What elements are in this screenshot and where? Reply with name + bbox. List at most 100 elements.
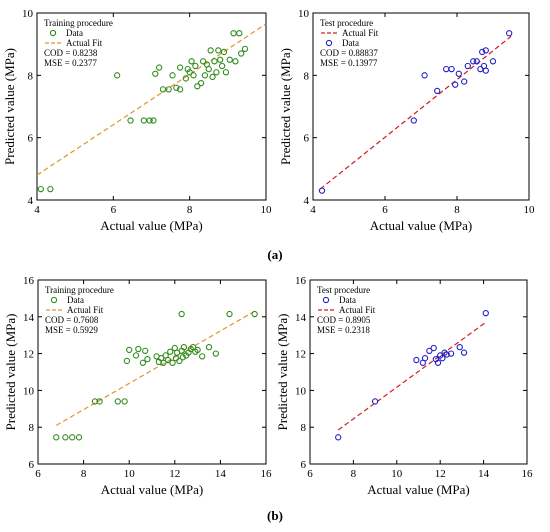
data-point xyxy=(410,117,417,124)
legend-data-swatch xyxy=(50,296,58,304)
data-point xyxy=(173,84,180,91)
cod-annotation: COD = 0.7608 xyxy=(45,315,99,325)
y-tick-label: 14 xyxy=(23,312,35,324)
data-point xyxy=(452,81,459,88)
data-point xyxy=(135,345,142,353)
mse-annotation: MSE = 0.2318 xyxy=(317,325,370,335)
data-point xyxy=(152,70,159,77)
x-tick-label: 14 xyxy=(478,468,490,480)
y-tick-label: 6 xyxy=(29,459,35,471)
y-tick-label: 6 xyxy=(28,133,34,145)
data-point xyxy=(53,434,60,441)
data-point xyxy=(482,67,489,74)
y-axis-label: Predicted value (MPa) xyxy=(3,314,18,431)
data-point xyxy=(199,58,207,65)
x-tick-label: 12 xyxy=(435,468,446,480)
data-point xyxy=(207,47,214,54)
data-point xyxy=(489,58,497,65)
data-point xyxy=(150,117,157,124)
data-point xyxy=(236,30,243,37)
y-tick-label: 12 xyxy=(295,349,306,361)
data-point xyxy=(176,86,184,93)
data-point xyxy=(194,83,201,90)
data-point xyxy=(205,65,212,73)
x-tick-label: 8 xyxy=(454,204,460,216)
data-point xyxy=(470,58,477,65)
data-point xyxy=(460,349,468,356)
x-tick-label: 16 xyxy=(261,468,273,480)
legend-data-label: Data xyxy=(339,295,356,305)
mse-annotation: MSE = 0.5929 xyxy=(45,325,98,335)
legend-fit-label: Actual Fit xyxy=(339,305,376,315)
data-point xyxy=(335,434,342,441)
data-point xyxy=(455,70,462,77)
data-point xyxy=(464,62,471,70)
data-point xyxy=(160,359,167,366)
data-point xyxy=(232,58,239,65)
data-point xyxy=(456,344,463,351)
subfigure-label-a: (a) xyxy=(267,247,282,262)
legend-data-swatch xyxy=(49,29,57,37)
data-point xyxy=(213,69,220,76)
y-tick-label: 16 xyxy=(23,275,35,287)
data-point xyxy=(230,30,237,37)
data-point xyxy=(169,359,176,366)
data-point xyxy=(169,72,176,79)
data-point xyxy=(37,185,44,193)
data-point xyxy=(179,354,186,361)
y-tick-label: 8 xyxy=(28,70,34,82)
x-tick-label: 14 xyxy=(215,468,227,480)
data-point xyxy=(421,355,429,362)
data-point xyxy=(251,310,258,318)
legend-data-swatch xyxy=(325,39,333,47)
data-point xyxy=(477,65,484,73)
data-point xyxy=(218,62,226,70)
fit-line xyxy=(55,310,255,426)
data-point xyxy=(139,359,147,366)
plot-frame xyxy=(37,279,267,465)
data-point xyxy=(448,65,455,73)
data-point xyxy=(188,58,195,65)
data-point xyxy=(434,87,441,95)
y-tick-label: 4 xyxy=(304,195,310,207)
data-point xyxy=(430,344,437,352)
y-tick-label: 10 xyxy=(22,8,34,20)
data-point xyxy=(142,347,149,354)
x-tick-label: 4 xyxy=(310,204,316,216)
data-point xyxy=(482,309,489,317)
data-point xyxy=(167,348,174,355)
x-tick-label: 6 xyxy=(307,468,313,480)
data-point xyxy=(126,346,133,354)
data-point xyxy=(211,58,218,65)
data-point xyxy=(238,50,245,57)
data-point xyxy=(176,357,183,365)
plot-frame xyxy=(36,12,267,201)
data-point xyxy=(178,310,185,318)
data-point xyxy=(241,45,249,52)
data-point xyxy=(443,351,450,358)
data-point xyxy=(413,356,420,364)
x-axis-label: Actual value (MPa) xyxy=(101,482,204,497)
x-tick-label: 12 xyxy=(169,468,180,480)
chart-title: Test procedure xyxy=(317,285,370,295)
x-tick-label: 8 xyxy=(187,204,193,216)
data-point xyxy=(201,72,209,79)
y-tick-label: 8 xyxy=(29,422,35,434)
y-axis-label: Predicted value (MPa) xyxy=(275,314,290,431)
x-tick-label: 10 xyxy=(391,468,403,480)
data-point xyxy=(226,310,233,318)
data-point xyxy=(473,58,480,65)
x-tick-label: 6 xyxy=(382,204,388,216)
x-tick-label: 10 xyxy=(261,204,273,216)
x-axis-label: Actual value (MPa) xyxy=(370,218,473,233)
data-point xyxy=(144,355,151,363)
data-point xyxy=(164,356,172,364)
data-point xyxy=(123,357,131,365)
cod-annotation: COD = 0.8905 xyxy=(317,315,371,325)
y-tick-label: 12 xyxy=(23,349,34,361)
data-point xyxy=(186,69,193,76)
data-point xyxy=(318,187,326,194)
data-point xyxy=(199,353,206,360)
data-point xyxy=(220,48,228,56)
